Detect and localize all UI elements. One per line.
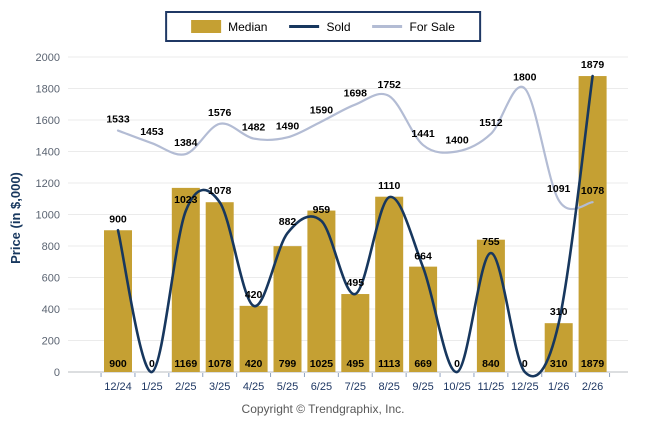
y-tick-label: 800 — [42, 241, 60, 253]
sold-line-swatch-icon — [289, 25, 320, 28]
median-value-label: 310 — [550, 358, 568, 370]
sold-value-label: 900 — [109, 213, 127, 225]
median-bar-swatch-icon — [191, 20, 222, 33]
median-value-label: 1879 — [581, 358, 605, 370]
median-bar[interactable] — [341, 294, 370, 372]
for-sale-value-label: 1078 — [581, 185, 605, 197]
for-sale-line — [116, 85, 594, 211]
for-sale-value-label: 1441 — [411, 128, 435, 140]
x-tick-label: 5/25 — [277, 381, 298, 393]
legend-label-median: Median — [228, 19, 268, 34]
y-tick-label: 1000 — [36, 210, 60, 222]
sold-value-label: 664 — [414, 250, 432, 262]
sold-value-label: 1879 — [581, 59, 605, 71]
median-bar[interactable] — [239, 305, 268, 372]
for-sale-value-label: 1512 — [479, 117, 503, 129]
y-tick-label: 2000 — [36, 52, 60, 64]
x-tick-label: 3/25 — [209, 381, 230, 393]
median-value-label: 0 — [454, 358, 460, 370]
x-tick-label: 2/25 — [175, 381, 196, 393]
sold-value-label: 1078 — [208, 185, 232, 197]
sold-value-label: 755 — [482, 236, 500, 248]
x-tick-label: 11/25 — [478, 381, 505, 393]
for-sale-value-label: 1482 — [242, 122, 266, 134]
legend-label-sold: Sold — [326, 19, 351, 34]
y-tick-label: 1800 — [36, 84, 60, 96]
for-sale-value-label: 1384 — [174, 137, 198, 149]
for-sale-value-label: 1576 — [208, 107, 232, 119]
median-value-label: 669 — [414, 358, 432, 370]
for-sale-value-label: 1091 — [547, 183, 571, 195]
x-tick-label: 6/25 — [311, 381, 332, 393]
y-tick-label: 200 — [42, 336, 60, 348]
median-bar[interactable] — [375, 196, 404, 372]
median-value-label: 1025 — [310, 358, 334, 370]
x-tick-label: 1/26 — [548, 381, 569, 393]
median-value-label: 900 — [109, 358, 127, 370]
y-tick-label: 1400 — [36, 147, 60, 159]
median-value-label: 840 — [482, 358, 500, 370]
legend-item-for-sale[interactable]: For Sale — [372, 19, 455, 34]
median-bar[interactable] — [171, 187, 200, 372]
y-tick-label: 600 — [42, 273, 60, 285]
median-value-label: 420 — [245, 358, 263, 370]
median-bar[interactable] — [273, 246, 302, 372]
y-tick-label: 400 — [42, 304, 60, 316]
median-value-label: 1078 — [208, 358, 232, 370]
x-tick-label: 4/25 — [243, 381, 264, 393]
sold-value-label: 420 — [245, 289, 263, 301]
x-tick-label: 2/26 — [582, 381, 603, 393]
x-tick-label: 8/25 — [378, 381, 399, 393]
median-bar[interactable] — [476, 239, 505, 372]
plot-area: 0 200 400 600 800 1000 1200 1400 1600 1800 2000 12/… — [36, 52, 628, 393]
median-value-label: 495 — [347, 358, 365, 370]
x-tick-label: 1/25 — [141, 381, 162, 393]
sold-value-label: 495 — [347, 277, 365, 289]
sold-value-label: 310 — [550, 306, 568, 318]
sold-value-label: 959 — [313, 204, 331, 216]
x-tick-label: 10/25 — [443, 381, 471, 393]
for-sale-value-label: 1400 — [445, 135, 469, 147]
median-value-label: 1169 — [174, 358, 197, 370]
median-bar[interactable] — [409, 266, 438, 372]
median-bar[interactable] — [104, 230, 132, 372]
sold-value-label: 882 — [279, 216, 297, 228]
for-sale-value-label: 1490 — [276, 120, 300, 132]
median-bar[interactable] — [307, 210, 336, 372]
for-sale-value-label: 1698 — [344, 88, 368, 100]
y-tick-label: 1200 — [36, 178, 60, 190]
x-tick-label: 9/25 — [412, 381, 433, 393]
sold-line — [116, 74, 594, 378]
sold-value-label: 1110 — [378, 180, 400, 192]
legend: Median Sold For Sale — [165, 11, 481, 42]
x-tick-label: 7/25 — [345, 381, 366, 393]
y-tick-label: 0 — [54, 367, 60, 379]
median-value-label: 0 — [149, 358, 155, 370]
sold-value-label: 1023 — [174, 194, 198, 206]
legend-label-for-sale: For Sale — [409, 19, 455, 34]
for-sale-value-label: 1590 — [310, 105, 334, 117]
legend-item-median[interactable]: Median — [191, 20, 267, 34]
for-sale-value-label: 1453 — [140, 126, 164, 138]
median-value-label: 799 — [279, 358, 297, 370]
median-value-label: 1113 — [378, 358, 400, 370]
for-sale-value-label: 1752 — [378, 79, 402, 91]
x-tick-label: 12/25 — [511, 381, 539, 393]
x-tick-label: 12/24 — [104, 381, 132, 393]
for-sale-value-label: 1533 — [106, 114, 130, 126]
copyright: Copyright © Trendgraphix, Inc. — [241, 402, 405, 416]
for-sale-value-label: 1800 — [513, 72, 537, 84]
for-sale-line-swatch-icon — [372, 25, 403, 28]
median-bar[interactable] — [544, 323, 573, 372]
median-bar[interactable] — [578, 76, 607, 373]
legend-item-sold[interactable]: Sold — [289, 19, 351, 34]
y-tick-label: 1600 — [36, 115, 60, 127]
median-value-label: 0 — [522, 358, 528, 370]
